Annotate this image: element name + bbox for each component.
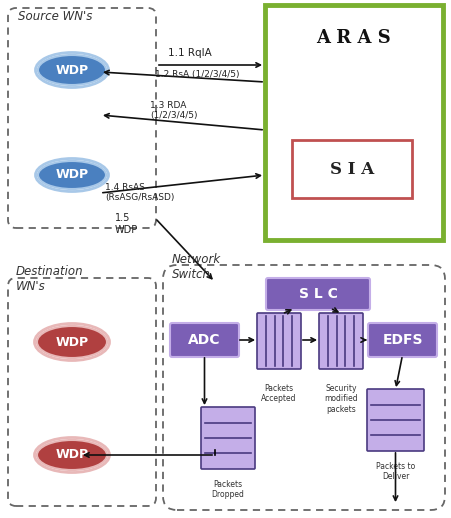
FancyBboxPatch shape [265,5,443,240]
FancyBboxPatch shape [368,323,437,357]
Text: S L C: S L C [299,287,337,301]
Ellipse shape [38,55,106,85]
Ellipse shape [34,324,110,361]
FancyBboxPatch shape [170,323,239,357]
Text: A R A S: A R A S [317,29,391,47]
Text: S I A: S I A [330,161,374,178]
FancyBboxPatch shape [367,389,424,451]
Ellipse shape [36,159,109,192]
Text: Packets to
Deliver: Packets to Deliver [376,462,415,481]
FancyBboxPatch shape [201,407,255,469]
Text: Source WN's: Source WN's [18,10,92,23]
Text: WDP: WDP [55,64,88,77]
Text: Destination
WN's: Destination WN's [16,265,83,293]
Text: ADC: ADC [188,333,221,347]
Ellipse shape [37,440,107,470]
Text: WDP: WDP [55,168,88,181]
FancyBboxPatch shape [319,313,363,369]
Ellipse shape [34,438,110,472]
Ellipse shape [37,326,107,358]
Text: WDP: WDP [55,336,88,349]
Text: EDFS: EDFS [382,333,423,347]
Text: 1.4 RsAS
(RsASG/RsASD): 1.4 RsAS (RsASG/RsASD) [105,183,175,202]
Text: WDP: WDP [55,449,88,462]
FancyBboxPatch shape [266,278,370,310]
FancyBboxPatch shape [292,140,412,198]
FancyBboxPatch shape [257,313,301,369]
Text: 1.5
WDP: 1.5 WDP [115,213,138,235]
Text: Packets
Dropped: Packets Dropped [212,480,244,499]
Text: 1.1 RqIA: 1.1 RqIA [168,48,212,58]
Text: Security
modified
packets: Security modified packets [324,384,358,414]
Text: Packets
Accepted: Packets Accepted [261,384,297,404]
Ellipse shape [36,52,109,88]
Ellipse shape [38,161,106,189]
Text: 1.3 RDA
(1/2/3/4/5): 1.3 RDA (1/2/3/4/5) [150,100,198,120]
Text: Network
Switch: Network Switch [172,253,221,281]
Text: 1.2 RsA (1/2/3/4/5): 1.2 RsA (1/2/3/4/5) [155,70,239,79]
